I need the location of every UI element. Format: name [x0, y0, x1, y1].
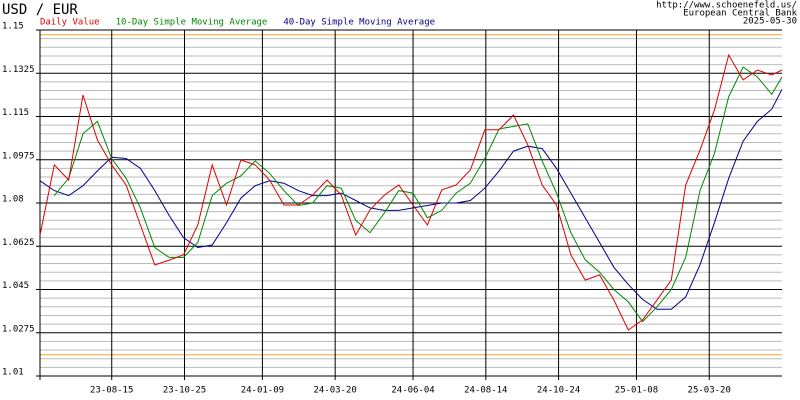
y-tick-label: 1.0625 — [2, 238, 35, 248]
chart-title: USD / EUR — [2, 2, 78, 18]
x-tick-label: 24-06-04 — [391, 386, 434, 396]
legend-entry: 40-Day Simple Moving Average — [283, 18, 435, 28]
source-text: http://www.schoenefeld.us/ — [656, 1, 797, 11]
series-line — [39, 53, 783, 331]
x-tick-label: 25-01-08 — [615, 386, 658, 396]
y-tick-label: 1.08 — [2, 195, 24, 205]
legend-entry: 10-Day Simple Moving Average — [116, 18, 268, 28]
y-tick-label: 1.0275 — [2, 324, 35, 334]
x-tick-label: 24-08-14 — [464, 386, 507, 396]
x-tick-label: 24-01-09 — [241, 386, 284, 396]
source-text: 2025-05-30 — [743, 17, 797, 27]
x-tick-label: 25-03-20 — [688, 386, 731, 396]
legend-entry: Daily Value — [40, 18, 100, 28]
y-tick-label: 1.0975 — [2, 151, 35, 161]
y-tick-label: 1.15 — [2, 22, 24, 32]
y-tick-label: 1.045 — [2, 281, 29, 291]
x-tick-label: 23-10-25 — [163, 386, 206, 396]
x-tick-label: 24-10-24 — [537, 386, 580, 396]
x-tick-label: 23-08-15 — [90, 386, 133, 396]
series-line — [39, 89, 783, 310]
y-tick-label: 1.01 — [2, 368, 24, 378]
y-tick-label: 1.115 — [2, 108, 29, 118]
y-tick-label: 1.1325 — [2, 65, 35, 75]
x-tick-label: 24-03-20 — [313, 386, 356, 396]
source-text: European Central Bank — [683, 9, 797, 19]
